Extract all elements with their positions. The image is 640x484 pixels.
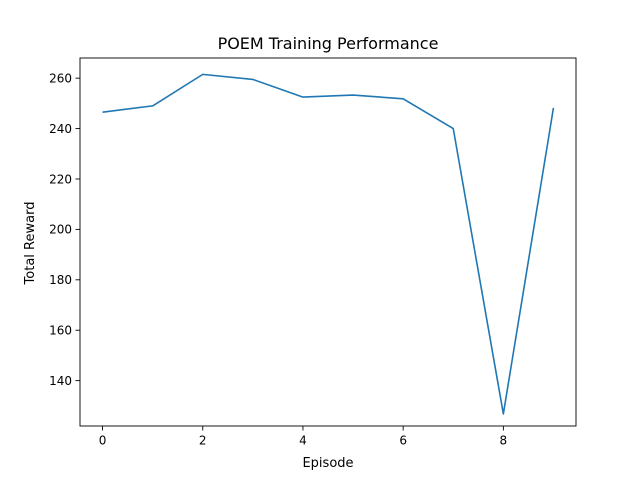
x-tick-label: 6 bbox=[399, 434, 407, 448]
x-tick-label: 0 bbox=[99, 434, 107, 448]
y-tick-label: 140 bbox=[49, 374, 72, 388]
y-axis-label: Total Reward bbox=[23, 202, 38, 286]
axes-frame bbox=[79, 57, 577, 427]
x-tick-label: 2 bbox=[199, 434, 207, 448]
y-tick-label: 180 bbox=[49, 273, 72, 287]
y-tick-label: 200 bbox=[49, 223, 72, 237]
x-axis-label: Episode bbox=[302, 456, 353, 471]
y-tick-label: 220 bbox=[49, 172, 72, 186]
series-line-0 bbox=[102, 73, 555, 415]
chart-title: POEM Training Performance bbox=[218, 34, 439, 53]
plot-area bbox=[79, 57, 577, 427]
y-tick-label: 160 bbox=[49, 324, 72, 338]
x-tick-label: 4 bbox=[299, 434, 307, 448]
y-tick-label: 260 bbox=[49, 71, 72, 85]
y-tick-label: 240 bbox=[49, 122, 72, 136]
axis-ticks: 0 2 4 6 8 140 160 180 200 220 240 260 bbox=[49, 71, 507, 447]
x-tick-label: 8 bbox=[500, 434, 508, 448]
